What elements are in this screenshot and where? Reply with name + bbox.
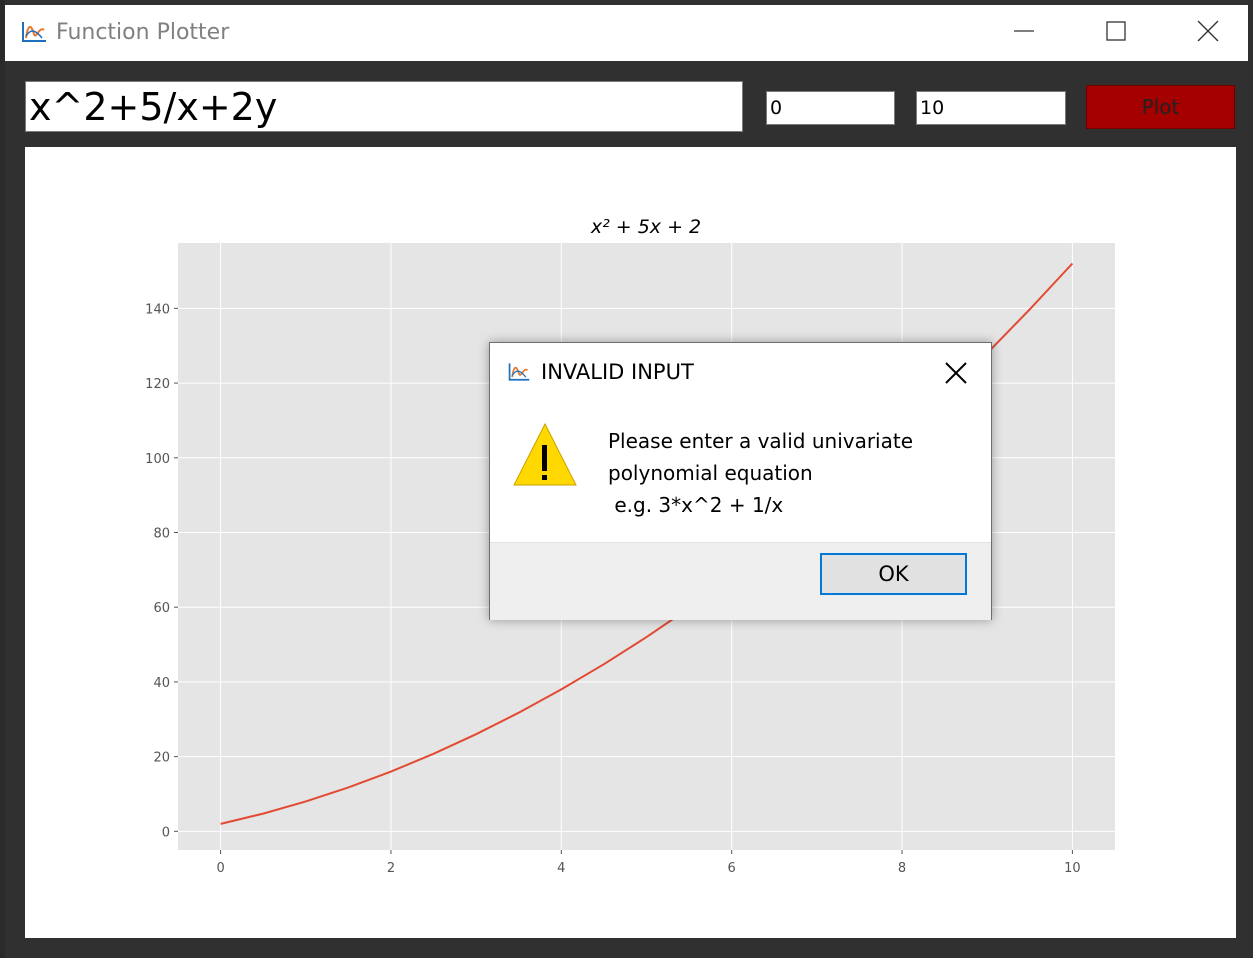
- x-tick-label: 6: [728, 861, 736, 876]
- dialog-message: Please enter a valid univariate polynomi…: [608, 429, 914, 517]
- y-tick-label: 0: [162, 825, 170, 840]
- x-tick-label: 0: [216, 861, 224, 876]
- x-tick-label: 2: [387, 861, 395, 876]
- x-max-input[interactable]: 10: [916, 91, 1066, 125]
- y-tick-label: 100: [145, 452, 170, 467]
- ok-button[interactable]: OK: [820, 553, 967, 595]
- close-icon: [940, 362, 972, 393]
- minimize-icon: [1014, 21, 1034, 45]
- window-title: Function Plotter: [56, 20, 230, 45]
- y-tick-label: 40: [153, 676, 170, 691]
- maximize-button[interactable]: [1070, 5, 1162, 61]
- warning-icon: [512, 421, 578, 487]
- y-tick-label: 140: [145, 302, 170, 317]
- close-icon: [1197, 20, 1219, 46]
- y-tick-label: 120: [145, 377, 170, 392]
- maximize-icon: [1106, 21, 1126, 45]
- dialog-close-button[interactable]: [940, 357, 972, 389]
- x-tick-label: 10: [1064, 861, 1081, 876]
- y-tick-label: 60: [153, 601, 170, 616]
- window-left-edge: [0, 0, 5, 958]
- dialog-title: INVALID INPUT: [541, 360, 694, 384]
- function-plot-icon: [507, 361, 531, 383]
- invalid-input-dialog: INVALID INPUT Please enter a valid univa…: [489, 342, 992, 620]
- minimize-button[interactable]: [978, 5, 1070, 61]
- expression-input[interactable]: x^2+5/x+2y: [25, 81, 743, 132]
- chart-title: x² + 5x + 2: [590, 216, 701, 238]
- plot-button[interactable]: Plot: [1086, 85, 1235, 129]
- x-min-input[interactable]: 0: [766, 91, 895, 125]
- y-tick-label: 80: [153, 526, 170, 541]
- dialog-footer: OK: [490, 542, 991, 620]
- x-tick-label: 4: [557, 861, 565, 876]
- y-tick-label: 20: [153, 751, 170, 766]
- x-tick-label: 8: [898, 861, 906, 876]
- function-plot-icon: [20, 20, 48, 44]
- title-bar: Function Plotter: [5, 5, 1248, 61]
- close-button[interactable]: [1162, 5, 1253, 61]
